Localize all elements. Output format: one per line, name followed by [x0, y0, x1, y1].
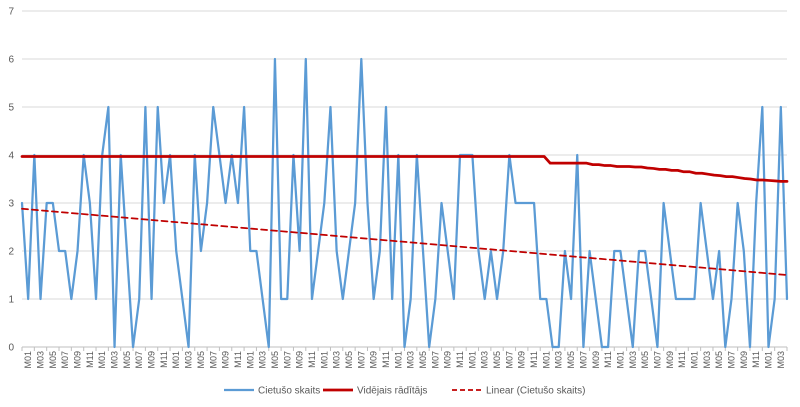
x-tick-label: M05	[122, 351, 132, 369]
x-tick-label: M11	[85, 351, 95, 368]
x-tick-label: M07	[504, 351, 514, 369]
x-tick-label: M05	[48, 351, 58, 369]
x-tick-label: M03	[258, 351, 268, 369]
x-tick-label: M11	[381, 351, 391, 368]
y-tick-label: 3	[8, 199, 14, 210]
series-line-videjais-raditajs	[20, 155, 789, 183]
x-tick-label: M11	[677, 351, 687, 368]
x-tick-label: M01	[97, 351, 107, 369]
x-tick-label: M03	[554, 351, 564, 369]
x-tick-label: M09	[665, 351, 675, 369]
x-tick-label: M03	[480, 351, 490, 369]
series-line-linear-cietuso-skaits	[21, 207, 788, 276]
legend: Cietušo skaits Vidējais rādītājs Linear (C…	[224, 386, 585, 397]
x-tick-label: M05	[418, 351, 428, 369]
x-tick-label: M07	[134, 351, 144, 369]
x-tick-label: M01	[615, 351, 625, 369]
x-tick-label: M03	[332, 351, 342, 369]
x-tick-label: M09	[73, 351, 83, 369]
x-tick-label: M07	[208, 351, 218, 369]
x-tick-label: M09	[591, 351, 601, 369]
x-tick-label: M11	[159, 351, 169, 368]
x-tick-label: M09	[517, 351, 527, 369]
x-tick-label: M09	[369, 351, 379, 369]
x-axis: M01 M03 M05 M07 M09 M11 M01 M03 M05 M07 M09 M11 M01 M…	[21, 347, 788, 369]
x-tick-label: M05	[714, 351, 724, 369]
y-tick-label: 5	[8, 103, 14, 114]
y-tick-label: 2	[8, 247, 14, 258]
x-tick-label: M01	[319, 351, 329, 369]
x-tick-label: M03	[36, 351, 46, 369]
x-tick-label: M05	[566, 351, 576, 369]
x-tick-label: M03	[702, 351, 712, 369]
x-tick-label: M01	[689, 351, 699, 369]
x-tick-label: M11	[529, 351, 539, 368]
x-tick-label: M01	[467, 351, 477, 369]
x-tick-label: M11	[603, 351, 613, 368]
x-tick-label: M07	[60, 351, 70, 369]
legend-label: Cietušo skaits	[258, 386, 320, 397]
x-tick-label: M11	[307, 351, 317, 368]
x-tick-label: M07	[652, 351, 662, 369]
x-tick-label: M05	[640, 351, 650, 369]
x-tick-label: M01	[171, 351, 181, 369]
x-tick-label: M03	[406, 351, 416, 369]
y-tick-label: 0	[8, 343, 14, 354]
x-tick-label: M11	[751, 351, 761, 368]
x-tick-label: M01	[763, 351, 773, 369]
x-tick-label: M11	[455, 351, 465, 368]
y-tick-label: 1	[8, 295, 14, 306]
x-tick-label: M09	[221, 351, 231, 369]
x-tick-label: M05	[196, 351, 206, 369]
x-tick-label: M07	[578, 351, 588, 369]
x-tick-label: M05	[270, 351, 280, 369]
series-line-cietuso-skaits	[20, 57, 789, 349]
y-tick-label: 6	[8, 55, 14, 66]
x-tick-label: M07	[356, 351, 366, 369]
x-tick-label: M07	[430, 351, 440, 369]
x-tick-label: M07	[726, 351, 736, 369]
y-tick-label: 7	[8, 7, 14, 18]
x-tick-label: M05	[492, 351, 502, 369]
x-tick-label: M01	[393, 351, 403, 369]
legend-label: Vidējais rādītājs	[357, 386, 427, 397]
x-tick-label: M11	[233, 351, 243, 368]
x-tick-label: M03	[776, 351, 786, 369]
x-tick-label: M07	[282, 351, 292, 369]
x-tick-label: M03	[110, 351, 120, 369]
gridlines	[22, 10, 787, 348]
x-tick-label: M09	[295, 351, 305, 369]
y-tick-label: 4	[8, 151, 14, 162]
x-tick-label: M01	[541, 351, 551, 369]
series-lines	[20, 57, 789, 349]
legend-label: Linear (Cietušo skaits)	[486, 386, 585, 397]
x-tick-label: M01	[23, 351, 33, 369]
x-tick-label: M09	[443, 351, 453, 369]
x-tick-label: M09	[739, 351, 749, 369]
x-tick-label: M09	[147, 351, 157, 369]
y-axis: 0 1 2 3 4 5 6 7	[8, 7, 14, 354]
x-tick-label: M01	[245, 351, 255, 369]
x-tick-label: M05	[344, 351, 354, 369]
x-tick-label: M03	[184, 351, 194, 369]
x-tick-label: M03	[628, 351, 638, 369]
